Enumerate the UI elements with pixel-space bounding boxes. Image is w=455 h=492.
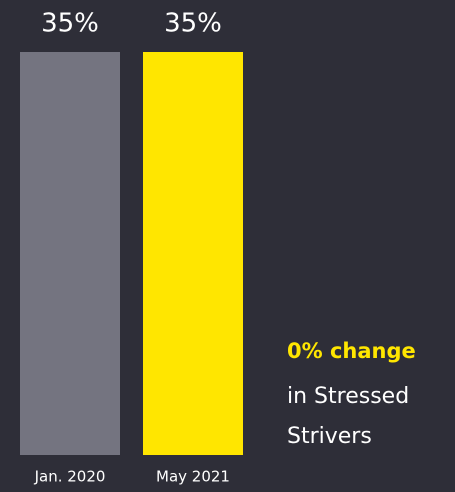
annotation-highlight: 0% change	[287, 339, 416, 363]
value-label: 35%	[41, 9, 99, 39]
bar	[143, 52, 243, 455]
value-label: 35%	[164, 9, 222, 39]
x-tick-label: May 2021	[156, 468, 230, 486]
x-tick-label: Jan. 2020	[34, 468, 106, 486]
bar	[20, 52, 120, 455]
annotation-line: Strivers	[287, 424, 372, 449]
annotation-line: in Stressed	[287, 384, 409, 409]
